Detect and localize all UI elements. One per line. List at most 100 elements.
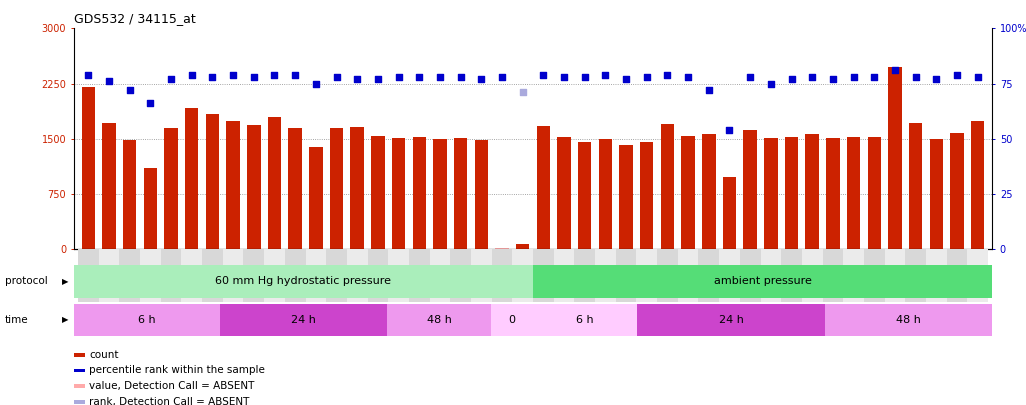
Bar (760, 249, 781, 302)
Bar (74, 304, 220, 336)
Bar (575, 249, 595, 302)
Text: ▶: ▶ (63, 315, 69, 324)
Point (452, 74, 469, 80)
Bar (968, 249, 988, 302)
Bar (475, 140, 488, 249)
Point (163, 76, 180, 82)
Text: 60 mm Hg hydrostatic pressure: 60 mm Hg hydrostatic pressure (215, 277, 392, 286)
Bar (185, 108, 198, 249)
Point (638, 74, 655, 80)
Point (143, 100, 159, 107)
Point (349, 76, 365, 82)
Point (225, 71, 241, 78)
Text: 24 h: 24 h (291, 315, 316, 325)
Bar (430, 249, 450, 302)
Bar (74, 400, 85, 404)
Bar (74, 353, 85, 356)
Bar (223, 249, 243, 302)
Point (660, 71, 676, 78)
Point (907, 74, 923, 80)
Bar (141, 249, 161, 302)
Bar (123, 140, 136, 249)
Point (411, 74, 428, 80)
Bar (802, 249, 823, 302)
Bar (164, 128, 177, 249)
Bar (823, 249, 843, 302)
Bar (78, 249, 98, 302)
Bar (243, 249, 264, 302)
Bar (599, 139, 613, 249)
Bar (433, 139, 446, 249)
Bar (471, 249, 491, 302)
Bar (637, 304, 825, 336)
Bar (825, 304, 992, 336)
Bar (722, 177, 737, 249)
Text: time: time (5, 315, 29, 325)
Point (886, 67, 903, 74)
Bar (347, 249, 367, 302)
Bar (930, 139, 943, 249)
Bar (699, 249, 719, 302)
Point (804, 74, 821, 80)
Bar (388, 249, 409, 302)
Point (597, 71, 614, 78)
Bar (516, 244, 529, 249)
Bar (595, 249, 616, 302)
Text: 48 h: 48 h (427, 315, 451, 325)
Bar (616, 249, 636, 302)
Bar (409, 249, 430, 302)
Bar (268, 117, 281, 249)
Bar (309, 147, 322, 249)
Bar (351, 127, 364, 249)
Bar (805, 134, 819, 249)
Bar (182, 249, 202, 302)
Point (845, 74, 862, 80)
Text: value, Detection Call = ABSENT: value, Detection Call = ABSENT (89, 381, 254, 391)
Text: rank, Detection Call = ABSENT: rank, Detection Call = ABSENT (89, 397, 249, 405)
Bar (925, 249, 947, 302)
Text: 48 h: 48 h (897, 315, 921, 325)
Point (680, 74, 697, 80)
Bar (843, 249, 864, 302)
Bar (909, 123, 922, 249)
Bar (264, 249, 285, 302)
Point (245, 74, 262, 80)
Bar (326, 249, 347, 302)
Bar (764, 138, 778, 249)
Point (287, 71, 304, 78)
Bar (657, 249, 678, 302)
Bar (534, 304, 637, 336)
Text: 24 h: 24 h (719, 315, 744, 325)
Point (432, 74, 448, 80)
Point (473, 76, 489, 82)
Bar (905, 249, 925, 302)
Bar (744, 130, 757, 249)
Bar (161, 249, 182, 302)
Bar (491, 304, 534, 336)
Bar (412, 136, 426, 249)
Bar (864, 249, 884, 302)
Bar (288, 128, 302, 249)
Bar (491, 249, 512, 302)
Bar (496, 247, 509, 249)
Bar (371, 136, 385, 249)
Bar (537, 126, 550, 249)
Bar (636, 249, 657, 302)
Bar (367, 249, 388, 302)
Bar (74, 265, 534, 298)
Bar (202, 249, 223, 302)
Bar (98, 249, 119, 302)
Bar (453, 138, 467, 249)
Bar (103, 123, 116, 249)
Bar (450, 249, 471, 302)
Bar (557, 137, 570, 249)
Bar (950, 133, 963, 249)
Point (390, 74, 406, 80)
Point (825, 76, 841, 82)
Point (783, 76, 799, 82)
Point (577, 74, 593, 80)
Point (267, 71, 283, 78)
Text: count: count (89, 350, 119, 360)
Point (514, 89, 530, 96)
Point (721, 127, 738, 133)
